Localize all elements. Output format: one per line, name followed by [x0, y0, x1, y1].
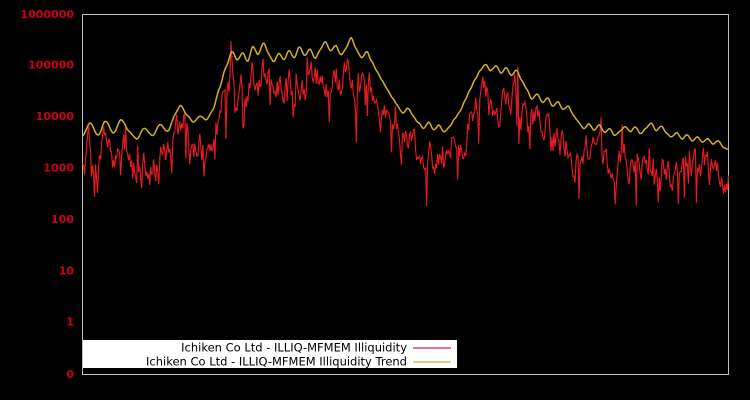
- series-group: [82, 36, 730, 206]
- y-axis-tick-1000000: 1000000: [20, 8, 74, 21]
- legend-label-2: Ichiken Co Ltd - ILLIQ-MFMEM Illiquidity…: [146, 355, 407, 369]
- y-axis-tick-0: 0: [66, 368, 74, 381]
- plot-frame: [82, 14, 729, 375]
- y-axis-tick-100000: 100000: [28, 58, 74, 71]
- y-axis-tick-1: 1: [66, 316, 74, 329]
- y-axis-tick-100: 100: [51, 213, 74, 226]
- series-illiquidity-trend: [82, 36, 729, 150]
- legend-label-1: Ichiken Co Ltd - ILLIQ-MFMEM Illiquidity: [181, 341, 407, 355]
- legend-background: [83, 340, 457, 368]
- chart-legend[interactable]: Ichiken Co Ltd - ILLIQ-MFMEM Illiquidity…: [83, 340, 457, 369]
- series-illiquidity: [82, 41, 730, 206]
- y-axis-tick-10000: 10000: [36, 110, 75, 123]
- y-axis-tick-10: 10: [59, 264, 75, 277]
- y-axis-tick-1000: 1000: [43, 161, 74, 174]
